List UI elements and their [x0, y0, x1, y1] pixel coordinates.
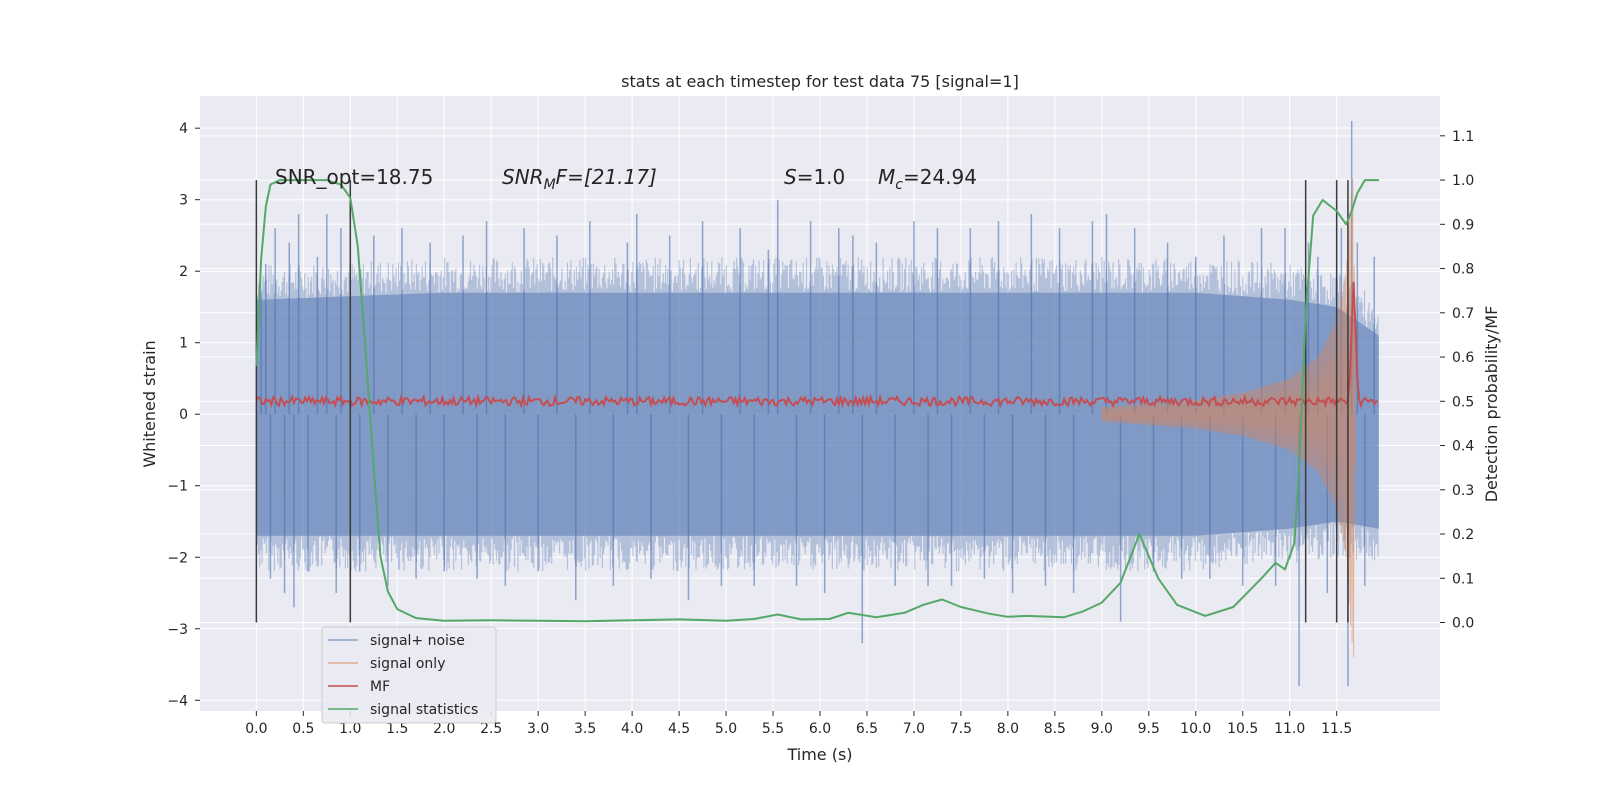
x-axis: 0.0 0.5 1.0 1.5 2.0 2.5 3.0 3.5 4.0 4.5 5.0 5.5 6.0 6…: [245, 711, 1352, 737]
y-tick-label: −1: [167, 479, 188, 495]
legend-label-mf: MF: [370, 679, 390, 695]
y-tick-label: 2: [179, 264, 188, 280]
y-tick-label: 3: [179, 193, 188, 209]
legend: signal+ noise signal only MF signal stat…: [321, 626, 497, 724]
y-tick-label: 0: [179, 407, 188, 423]
y-axis-left: −4 −3 −2 −1 0 1 2 3 4: [167, 121, 200, 709]
x-tick-label: 4.5: [668, 721, 690, 737]
signal-only-series: [1101, 178, 1356, 658]
y-tick-label: −2: [167, 550, 188, 566]
y-right-tick-label: 0.0: [1452, 616, 1474, 632]
x-tick-label: 7.5: [950, 721, 972, 737]
x-tick-label: 5.0: [715, 721, 737, 737]
legend-label-signal-statistics: signal statistics: [370, 702, 478, 718]
x-tick-label: 1.5: [386, 721, 408, 737]
x-tick-label: 7.0: [903, 721, 925, 737]
y-tick-label: −4: [167, 693, 188, 709]
y-right-tick-label: 0.3: [1452, 483, 1474, 499]
y-right-tick-label: 0.7: [1452, 306, 1474, 322]
x-tick-label: 11.0: [1274, 721, 1305, 737]
x-tick-label: 2.0: [433, 721, 455, 737]
y-axis-title: Whitened strain: [140, 340, 159, 467]
annotation-mc: Mc=24.94: [878, 165, 977, 193]
signal-noise-band-area: [256, 292, 1379, 536]
x-tick-label: 6.5: [856, 721, 878, 737]
y-right-tick-label: 0.9: [1452, 217, 1474, 233]
legend-label-signal-only: signal only: [370, 656, 445, 672]
y-right-tick-label: 0.2: [1452, 527, 1474, 543]
x-tick-label: 8.0: [997, 721, 1019, 737]
annotation-s: S=1.0: [784, 165, 845, 189]
y-tick-label: 1: [179, 336, 188, 352]
x-tick-label: 2.5: [480, 721, 502, 737]
x-tick-label: 9.0: [1091, 721, 1113, 737]
x-tick-label: 4.0: [621, 721, 643, 737]
x-tick-label: 0.0: [245, 721, 267, 737]
signal-only-line: [1101, 178, 1356, 658]
x-tick-label: 1.0: [339, 721, 361, 737]
y-right-tick-label: 0.8: [1452, 262, 1474, 278]
y-right-tick-label: 0.5: [1452, 394, 1474, 410]
x-tick-label: 11.5: [1321, 721, 1352, 737]
signal-statistics-series: [255, 179, 1379, 623]
annotation-snr-opt: SNR_opt=18.75: [275, 165, 433, 189]
y-tick-label: 4: [179, 121, 188, 137]
legend-box: [321, 626, 497, 724]
vertical-markers: [255, 180, 1349, 623]
annotation-snr-mf: SNRMF=[21.17]: [502, 165, 657, 193]
mf-line: [255, 281, 1379, 410]
y-tick-label: −3: [167, 622, 188, 638]
x-tick-label: 10.5: [1227, 721, 1258, 737]
y-axis-right-title: Detection probability/MF: [1482, 306, 1501, 503]
x-tick-label: 3.5: [574, 721, 596, 737]
y-axis-right: 0.0 0.1 0.2 0.3 0.4 0.5 0.6 0.7 0.8 0.9 1.0 1.1: [1440, 129, 1474, 632]
x-axis-title: Time (s): [786, 745, 852, 764]
mf-series: [255, 281, 1379, 410]
y-right-tick-label: 0.1: [1452, 571, 1474, 587]
signal-statistics-line: [255, 179, 1379, 623]
y-right-tick-label: 1.1: [1452, 129, 1474, 145]
x-tick-label: 6.0: [809, 721, 831, 737]
y-right-tick-label: 0.4: [1452, 439, 1474, 455]
y-right-tick-label: 0.6: [1452, 350, 1474, 366]
x-tick-label: 5.5: [762, 721, 784, 737]
chart-title: stats at each timestep for test data 75 …: [621, 72, 1019, 91]
y-right-tick-label: 1.0: [1452, 173, 1474, 189]
x-tick-label: 0.5: [292, 721, 314, 737]
x-tick-label: 9.5: [1138, 721, 1160, 737]
x-tick-label: 10.0: [1180, 721, 1211, 737]
legend-label-signal-noise: signal+ noise: [370, 633, 465, 649]
x-tick-label: 3.0: [527, 721, 549, 737]
x-tick-label: 8.5: [1044, 721, 1066, 737]
